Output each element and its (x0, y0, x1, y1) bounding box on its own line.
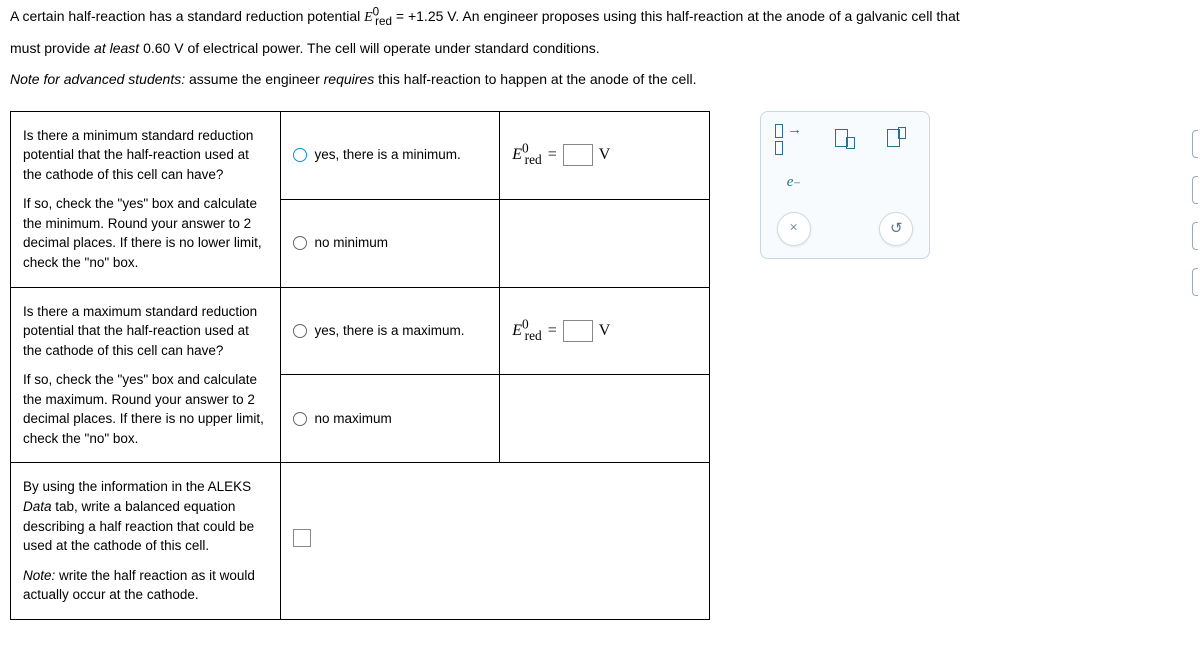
equals: = (548, 143, 557, 166)
prompt-line-3: Note for advanced students: assume the e… (10, 67, 1190, 92)
text: By using the information in the ALEKS (23, 479, 251, 494)
right-edge-tabs (1192, 130, 1198, 296)
max-question-cell: Is there a maximum standard reduction po… (11, 287, 281, 463)
unit-v: V (599, 143, 611, 166)
radio-icon (293, 148, 307, 162)
max-q-text-2: If so, check the "yes" box and calculate… (23, 370, 268, 448)
tool-subscript[interactable] (826, 124, 864, 154)
max-value-row: E0red = V (512, 319, 697, 342)
tool-electron[interactable]: e− (775, 168, 813, 198)
edge-tab[interactable] (1192, 130, 1198, 158)
ered-symbol: E0red (364, 8, 396, 24)
text: 0.60 V of electrical power. The cell wil… (143, 40, 600, 56)
max-no-option[interactable]: no maximum (293, 403, 488, 435)
min-value-row: E0red = V (512, 143, 697, 166)
max-value-cell: E0red = V (500, 287, 710, 375)
text-italic: at least (94, 40, 139, 56)
text-italic: Data (23, 499, 52, 514)
radio-icon (293, 324, 307, 338)
min-yes-label: yes, there is a minimum. (315, 145, 461, 165)
edge-tab[interactable] (1192, 222, 1198, 250)
tool-blank3 (826, 212, 864, 242)
min-yes-cell: yes, there is a minimum. (280, 111, 500, 199)
eq-q-text-2: Note: write the half reaction as it woul… (23, 566, 268, 605)
e-sub: red (375, 15, 392, 28)
prompt-line-1: A certain half-reaction has a standard r… (10, 4, 1190, 30)
reset-icon: ↺ (890, 219, 903, 238)
tool-blank2 (877, 168, 915, 198)
min-q-text-1: Is there a minimum standard reduction po… (23, 126, 268, 185)
min-value-cell: E0red = V (500, 111, 710, 199)
arrow-icon: → (787, 122, 802, 138)
ered-symbol: E0red (512, 319, 541, 342)
radio-icon (293, 236, 307, 250)
edge-tab[interactable] (1192, 176, 1198, 204)
text: tab, write a balanced equation describin… (23, 499, 254, 553)
row-equation: By using the information in the ALEKS Da… (11, 463, 710, 619)
eq-answer-cell (280, 463, 709, 619)
eq-q-text-1: By using the information in the ALEKS Da… (23, 477, 268, 555)
tool-superscript[interactable] (877, 124, 915, 154)
row-minimum: Is there a minimum standard reduction po… (11, 111, 710, 199)
e-sub: red (525, 152, 542, 167)
max-value-input[interactable] (563, 320, 593, 342)
note-label: Note: (23, 568, 55, 583)
empty-cell (500, 199, 710, 287)
max-yes-option[interactable]: yes, there is a maximum. (293, 315, 488, 347)
row-maximum: Is there a maximum standard reduction po… (11, 287, 710, 375)
empty-cell (500, 375, 710, 463)
min-q-text-2: If so, check the "yes" box and calculate… (23, 194, 268, 272)
eq-question-cell: By using the information in the ALEKS Da… (11, 463, 281, 619)
prompt-line-2: must provide at least 0.60 V of electric… (10, 36, 1190, 61)
note-label: Note for advanced students: (10, 71, 185, 87)
question-table: Is there a minimum standard reduction po… (10, 111, 710, 620)
e-italic: E (364, 10, 373, 25)
max-yes-label: yes, there is a maximum. (315, 321, 465, 341)
min-no-label: no minimum (315, 233, 389, 253)
text: assume the engineer (189, 71, 324, 87)
reset-button[interactable]: ↺ (879, 212, 913, 246)
min-no-option[interactable]: no minimum (293, 227, 488, 259)
text: must provide (10, 40, 94, 56)
close-icon: × (789, 220, 797, 237)
text: V. An engineer proposes using this half-… (447, 8, 959, 24)
question-prompt: A certain half-reaction has a standard r… (10, 4, 1190, 93)
text: this half-reaction to happen at the anod… (378, 71, 696, 87)
radio-icon (293, 412, 307, 426)
ered-symbol: E0red (512, 143, 541, 166)
e-icon: e (787, 174, 794, 191)
unit-v: V (599, 319, 611, 342)
min-yes-option[interactable]: yes, there is a minimum. (293, 139, 488, 171)
tool-blank1 (826, 168, 864, 198)
min-value-input[interactable] (563, 144, 593, 166)
e-value: = +1.25 (396, 8, 444, 24)
e-sub: red (525, 328, 542, 343)
tool-yields[interactable]: → (775, 124, 813, 154)
max-no-label: no maximum (315, 409, 392, 429)
text: A certain half-reaction has a standard r… (10, 8, 364, 24)
e-italic: E (512, 322, 522, 339)
min-question-cell: Is there a minimum standard reduction po… (11, 111, 281, 287)
text: write the half reaction as it would actu… (23, 568, 255, 603)
symbol-toolbox: → e− × ↺ (760, 111, 930, 259)
clear-button[interactable]: × (777, 212, 811, 246)
text-italic: requires (324, 71, 375, 87)
equals: = (548, 319, 557, 342)
max-q-text-1: Is there a maximum standard reduction po… (23, 302, 268, 361)
edge-tab[interactable] (1192, 268, 1198, 296)
min-no-cell: no minimum (280, 199, 500, 287)
max-yes-cell: yes, there is a maximum. (280, 287, 500, 375)
e-italic: E (512, 146, 522, 163)
max-no-cell: no maximum (280, 375, 500, 463)
equation-input[interactable] (293, 529, 311, 547)
